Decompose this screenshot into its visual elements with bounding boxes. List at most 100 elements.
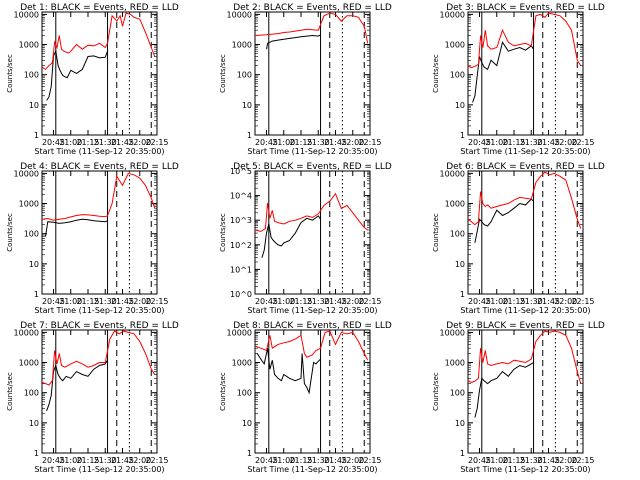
- y-tick-label: 1000: [232, 41, 252, 50]
- y-axis-label: Counts/sec: [219, 213, 227, 252]
- x-tick-label: 20:45: [42, 456, 65, 465]
- detector-panel-1: Det 1: BLACK = Events, RED = LLD 1 10 100 10…: [6, 3, 179, 156]
- x-tick-label: 20:45: [468, 456, 491, 465]
- x-tick-label: 21:15: [76, 297, 99, 306]
- x-tick-label: 21:30: [94, 138, 117, 147]
- x-tick-label: 21:45: [111, 456, 134, 465]
- plot-frame: [254, 170, 371, 295]
- panel-title: Det 1: BLACK = Events, RED = LLD: [20, 3, 179, 13]
- x-axis-label: Start Time (11-Sep-12 20:35:00): [34, 147, 164, 156]
- lld-series-line: [468, 330, 582, 384]
- x-tick-label: 21:45: [537, 138, 560, 147]
- plot-frame: [467, 170, 584, 295]
- x-tick-label: 21:45: [111, 138, 134, 147]
- detector-panel-5: Det 5: BLACK = Events, RED = LLD 10^0 10^1…: [219, 162, 392, 315]
- x-tick-label: 22:00: [554, 297, 577, 306]
- lld-series-line: [255, 330, 369, 361]
- x-axis-label: Start Time (11-Sep-12 20:35:00): [34, 306, 164, 315]
- x-axis-label: Start Time (11-Sep-12 20:35:00): [247, 465, 377, 474]
- y-tick-label: 1000: [19, 359, 39, 368]
- y-tick-label: 1: [247, 131, 252, 140]
- panel-title: Det 7: BLACK = Events, RED = LLD: [20, 321, 179, 331]
- x-tick-label: 22:15: [571, 138, 594, 147]
- y-tick-label: 10000: [440, 169, 465, 178]
- lld-series-line: [42, 330, 156, 386]
- panel-title: Det 3: BLACK = Events, RED = LLD: [446, 3, 605, 13]
- events-series-line: [256, 348, 321, 395]
- y-tick-label: 1000: [232, 359, 252, 368]
- y-tick-label: 10^1: [230, 265, 252, 274]
- x-tick-label: 21:45: [111, 297, 134, 306]
- y-tick-label: 1: [34, 449, 39, 458]
- x-axis-label: Start Time (11-Sep-12 20:35:00): [34, 465, 164, 474]
- x-tick-label: 20:45: [468, 297, 491, 306]
- x-tick-label: 22:15: [358, 138, 381, 147]
- x-tick-label: 20:45: [468, 138, 491, 147]
- y-tick-label: 10000: [227, 10, 252, 19]
- y-axis-label: Counts/sec: [6, 372, 14, 411]
- y-tick-label: 10: [242, 419, 252, 428]
- x-axis-label: Start Time (11-Sep-12 20:35:00): [460, 147, 590, 156]
- y-tick-label: 100: [237, 389, 252, 398]
- x-tick-label: 21:00: [485, 297, 508, 306]
- x-tick-label: 21:00: [272, 297, 295, 306]
- detector-panel-7: Det 7: BLACK = Events, RED = LLD 1 10 100 10…: [6, 321, 179, 474]
- y-tick-label: 10^2: [230, 241, 252, 250]
- y-axis-label: Counts/sec: [219, 372, 227, 411]
- x-tick-label: 22:00: [554, 138, 577, 147]
- x-tick-label: 22:00: [341, 456, 364, 465]
- x-tick-label: 22:15: [145, 297, 168, 306]
- lld-series-line: [468, 12, 582, 69]
- x-tick-label: 21:15: [76, 456, 99, 465]
- x-tick-label: 21:00: [59, 138, 82, 147]
- y-axis-label: Counts/sec: [6, 213, 14, 252]
- plot-frame: [41, 11, 158, 136]
- y-tick-label: 1: [460, 449, 465, 458]
- x-tick-label: 22:15: [358, 297, 381, 306]
- y-tick-label: 10: [29, 260, 39, 269]
- x-tick-label: 21:00: [485, 138, 508, 147]
- events-series-line: [46, 49, 108, 101]
- y-tick-label: 10^3: [230, 216, 252, 225]
- x-tick-label: 21:30: [94, 297, 117, 306]
- x-tick-label: 21:45: [324, 138, 347, 147]
- y-tick-label: 1000: [445, 200, 465, 209]
- x-tick-label: 22:00: [341, 297, 364, 306]
- y-tick-label: 10: [455, 101, 465, 110]
- y-tick-label: 1000: [19, 200, 39, 209]
- y-tick-label: 10000: [14, 169, 39, 178]
- x-tick-label: 22:00: [128, 297, 151, 306]
- detector-panel-3: Det 3: BLACK = Events, RED = LLD 1 10 100 10…: [432, 3, 605, 156]
- y-axis-label: Counts/sec: [432, 54, 440, 93]
- y-tick-label: 1: [34, 290, 39, 299]
- y-tick-label: 1: [460, 290, 465, 299]
- y-tick-label: 1000: [445, 41, 465, 50]
- y-tick-label: 10: [29, 101, 39, 110]
- y-axis-label: Counts/sec: [6, 54, 14, 93]
- x-axis-label: Start Time (11-Sep-12 20:35:00): [460, 306, 590, 315]
- x-tick-label: 21:00: [272, 138, 295, 147]
- lld-series-line: [255, 12, 369, 44]
- x-tick-label: 21:00: [59, 297, 82, 306]
- y-axis-label: Counts/sec: [432, 213, 440, 252]
- y-tick-label: 1: [460, 131, 465, 140]
- y-tick-label: 10: [242, 101, 252, 110]
- x-tick-label: 22:15: [358, 456, 381, 465]
- x-tick-label: 21:15: [289, 138, 312, 147]
- plot-frame: [254, 329, 371, 454]
- y-tick-label: 100: [24, 389, 39, 398]
- x-tick-label: 21:15: [76, 138, 99, 147]
- lld-series-line: [42, 172, 156, 221]
- panel-title: Det 5: BLACK = Events, RED = LLD: [233, 162, 392, 172]
- x-tick-label: 21:30: [520, 297, 543, 306]
- y-tick-label: 100: [450, 389, 465, 398]
- events-series-line: [472, 40, 534, 103]
- x-tick-label: 21:00: [485, 456, 508, 465]
- x-tick-label: 21:00: [59, 456, 82, 465]
- x-tick-label: 21:30: [94, 456, 117, 465]
- detector-panel-8: Det 8: BLACK = Events, RED = LLD 1 10 100 10…: [219, 321, 392, 474]
- y-tick-label: 10^0: [230, 290, 252, 299]
- x-axis-label: Start Time (11-Sep-12 20:35:00): [247, 147, 377, 156]
- x-tick-label: 21:15: [502, 138, 525, 147]
